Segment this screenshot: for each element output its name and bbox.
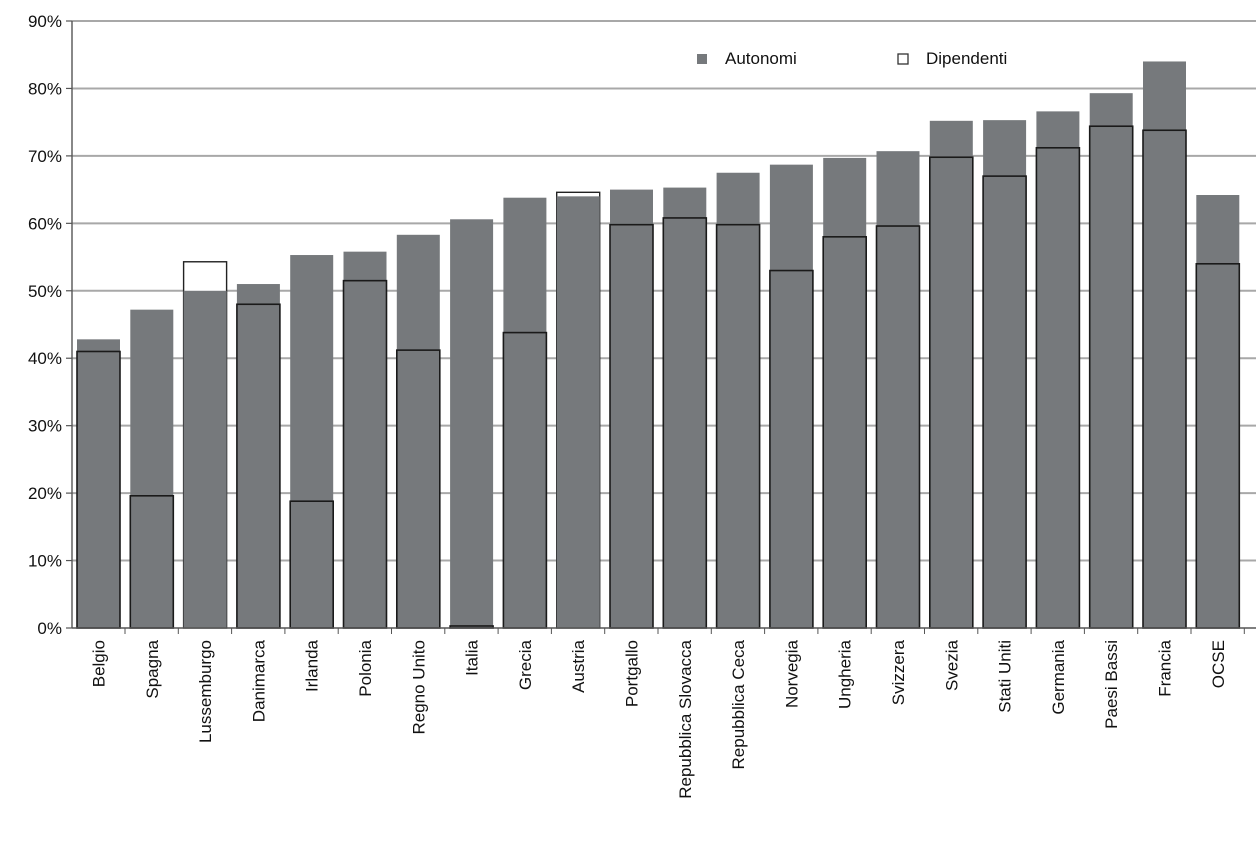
bar-autonomi [610,189,653,628]
bar-autonomi [290,255,334,628]
bar-autonomi [236,284,280,628]
axes [66,20,1256,634]
bar-autonomi [450,219,494,628]
bar-autonomi [716,172,760,628]
category-label: Spagna [143,639,162,698]
y-tick-label: 50% [28,282,62,301]
bar-autonomi [1196,195,1240,629]
bar-autonomi [77,339,120,628]
category-label: Polonia [356,639,375,696]
bar-autonomi [1036,111,1080,629]
category-label: Grecia [516,639,535,690]
category-label: Italia [463,639,482,675]
y-tick-label: 70% [28,147,62,166]
y-tick-label: 60% [28,214,62,233]
bar-autonomi [929,120,973,628]
category-label: Repubblica Ceca [729,639,748,769]
bar-autonomi [983,120,1027,628]
category-label: OCSE [1209,640,1228,688]
bar-autonomi [130,309,174,628]
category-label: Irlanda [303,639,322,692]
legend: Autonomi Dipendenti [697,49,1007,68]
bar-autonomi [1089,93,1133,629]
category-label: Svizzera [889,639,908,705]
category-label: Danimarca [249,639,268,722]
y-tick-label: 80% [28,79,62,98]
legend-swatch [697,54,707,64]
category-label: Paesi Bassi [1102,640,1121,729]
labels: 0% 10% 20% 30% 40% 50% 60% 70% 80% 90% Belgio Spagn… [28,12,1228,799]
category-label: Norvegia [782,639,801,708]
category-label: Belgio [90,640,109,687]
bar-autonomi [503,197,547,628]
y-tick-label: 30% [28,417,62,436]
category-label: Lussemburgo [196,640,215,743]
y-tick-label: 40% [28,349,62,368]
y-tick-label: 10% [28,552,62,571]
category-label: Ungheria [836,639,855,709]
bar-autonomi [769,164,813,628]
bars [76,61,1241,629]
bar-autonomi [823,157,867,628]
category-label: Repubblica Slovacca [676,639,695,798]
y-tick-label: 90% [28,12,62,31]
legend-label: Autonomi [725,49,797,68]
y-tick-label: 0% [37,619,62,638]
category-label: Francia [1156,639,1175,696]
bar-autonomi [556,196,600,628]
category-label: Portgallo [623,640,642,707]
legend-label: Dipendenti [926,49,1007,68]
bar-autonomi [1143,61,1186,628]
bar-autonomi [876,151,920,628]
category-label: Svezia [942,639,961,691]
y-tick-label: 20% [28,484,62,503]
category-label: Austria [569,639,588,692]
category-label: Regno Unito [409,640,428,735]
category-label: Germania [1049,639,1068,714]
bar-autonomi [663,187,707,629]
bar-autonomi [396,234,440,628]
bar-autonomi [343,251,387,628]
legend-swatch [897,53,909,65]
category-label: Stati Uniti [996,640,1015,713]
bar-autonomi [183,290,227,628]
